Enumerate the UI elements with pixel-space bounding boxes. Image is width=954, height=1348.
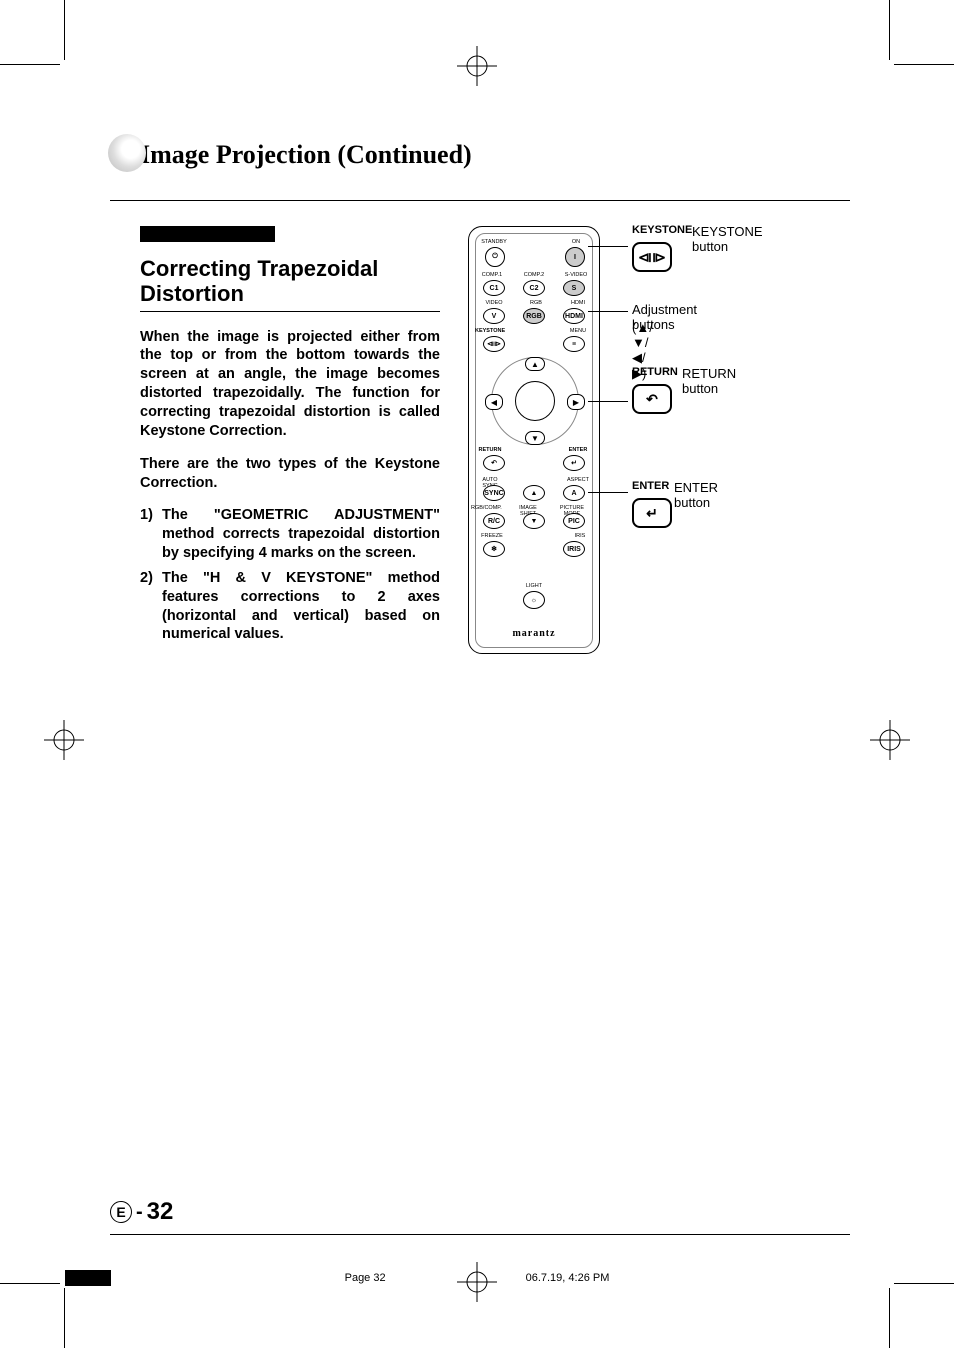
crop-mark [889, 1288, 890, 1348]
on-button: I [565, 247, 585, 267]
registration-mark [44, 720, 84, 760]
callout-keystone-label: KEYSTONE button [692, 224, 763, 254]
page-number-underline [110, 1234, 850, 1235]
standby-button: ⏻ [485, 247, 505, 267]
rgb-button: RGB [523, 308, 545, 324]
sync-button: SYNC [483, 485, 505, 501]
remote-label: S-VIDEO [561, 272, 591, 278]
black-bar [140, 226, 275, 242]
right-button: ▶ [567, 394, 585, 410]
list-item: 1) The "GEOMETRIC ADJUSTMENT" method cor… [140, 506, 440, 563]
imageshift-down-button: ▼ [523, 513, 545, 529]
hdmi-button: HDMI [563, 308, 585, 324]
language-indicator: E [110, 1201, 132, 1223]
crop-mark [64, 0, 65, 60]
paragraph: There are the two types of the Keystone … [140, 455, 440, 493]
comp1-button: C1 [483, 280, 505, 296]
return-icon: ↶ [632, 384, 672, 414]
callout-line [588, 492, 628, 493]
list-marker: 2) [140, 569, 162, 644]
enter-button: ↵ [563, 455, 585, 471]
keystone-icon: ⧏⧐ [632, 242, 672, 272]
remote-label: HDMI [563, 300, 593, 306]
callout-return-label: RETURN button [682, 366, 736, 396]
list-marker: 1) [140, 506, 162, 563]
page-number-value: 32 [147, 1198, 174, 1226]
remote-label: COMP.2 [519, 272, 549, 278]
remote-label: MENU [563, 328, 593, 334]
imageshift-up-button: ▲ [523, 485, 545, 501]
crop-mark [64, 1288, 65, 1348]
section-heading: Image Projection (Continued) [140, 140, 850, 170]
section-title-text: Image Projection (Continued) [140, 140, 472, 169]
remote-label: ENTER [563, 447, 593, 453]
subsection-heading: Correcting Trapezoidal Distortion [140, 256, 450, 307]
remote-label: IRIS [565, 533, 595, 539]
aspect-button: A [563, 485, 585, 501]
callout-small-label: KEYSTONE [632, 224, 692, 236]
remote-label: KEYSTONE [475, 328, 505, 334]
light-button: ☼ [523, 591, 545, 609]
registration-mark [870, 720, 910, 760]
svideo-button: S [563, 280, 585, 296]
callout-enter-label: ENTER button [674, 480, 718, 510]
remote-label: STANDBY [479, 239, 509, 245]
callout-small-label: RETURN [632, 366, 678, 378]
remote-label: ASPECT [563, 477, 593, 483]
remote-label: FREEZE [477, 533, 507, 539]
registration-mark [457, 46, 497, 86]
crop-mark [894, 64, 954, 65]
keystone-button: ⧏⧐ [483, 336, 505, 352]
callout-small-label: ENTER [632, 480, 669, 492]
dpad-center [515, 381, 555, 421]
rgbcomp-button: R/C [483, 513, 505, 529]
callout-line [588, 311, 628, 312]
comp2-button: C2 [523, 280, 545, 296]
page-number: E - 32 [110, 1198, 173, 1226]
crop-mark [0, 64, 60, 65]
down-button: ▼ [525, 431, 545, 445]
callout-line [588, 401, 628, 402]
enter-icon: ↵ [632, 498, 672, 528]
remote-label: RGB [521, 300, 551, 306]
video-button: V [483, 308, 505, 324]
list-item: 2) The "H & V KEYSTONE" method features … [140, 569, 440, 644]
remote-label: ON [561, 239, 591, 245]
list-body: The "GEOMETRIC ADJUSTMENT" method correc… [162, 506, 440, 563]
footer-page: Page 32 [345, 1272, 386, 1284]
list-body: The "H & V KEYSTONE" method features cor… [162, 569, 440, 644]
up-button: ▲ [525, 357, 545, 371]
picturemode-button: PIC [563, 513, 585, 529]
crop-mark [889, 0, 890, 60]
page-dash: - [136, 1201, 143, 1224]
subsection-underline [140, 311, 440, 312]
remote-diagram: STANDBY ON ⏻ I COMP.1 COMP.2 S-VIDEO C1 … [468, 226, 600, 654]
heading-bullet-icon [108, 134, 146, 172]
remote-label: RGB/COMP. [471, 505, 501, 511]
remote-brand: marantz [469, 628, 599, 639]
menu-button: ≡ [563, 336, 585, 352]
return-button: ↶ [483, 455, 505, 471]
remote-label: VIDEO [479, 300, 509, 306]
remote-label: RETURN [475, 447, 505, 453]
heading-underline [110, 200, 850, 201]
footer: Page 32 06.7.19, 4:26 PM [0, 1272, 954, 1284]
footer-timestamp: 06.7.19, 4:26 PM [526, 1272, 610, 1284]
paragraph: When the image is projected either from … [140, 328, 440, 441]
iris-button: IRIS [563, 541, 585, 557]
left-button: ◀ [485, 394, 503, 410]
remote-label: COMP.1 [477, 272, 507, 278]
freeze-button: ❄ [483, 541, 505, 557]
callout-line [588, 246, 628, 247]
remote-label: LIGHT [519, 583, 549, 589]
